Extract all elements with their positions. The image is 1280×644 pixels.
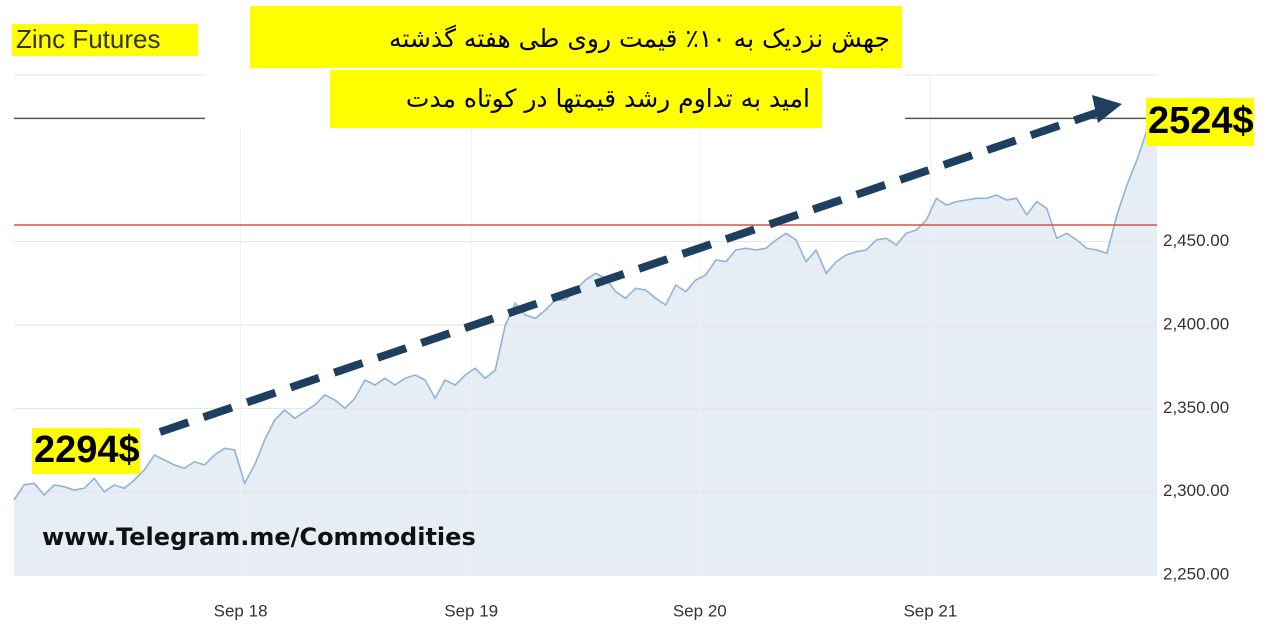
area bbox=[14, 116, 1157, 575]
y-tick-label: 2,400.00 bbox=[1163, 314, 1229, 333]
label-highlight bbox=[1146, 98, 1254, 146]
y-tick-label: 2,450.00 bbox=[1163, 231, 1229, 250]
end-label: 2524$ bbox=[1148, 100, 1254, 142]
x-tick-label: Sep 20 bbox=[673, 601, 727, 620]
x-tick-label: Sep 21 bbox=[903, 601, 957, 620]
y-tick-label: 2,300.00 bbox=[1163, 481, 1229, 500]
watermark: www.Telegram.me/Commodities bbox=[42, 523, 476, 551]
y-tick-label: 2,250.00 bbox=[1163, 564, 1229, 583]
trend-arrow bbox=[158, 106, 1107, 436]
headline-highlight bbox=[330, 70, 822, 128]
start-label: 2294$ bbox=[34, 429, 140, 471]
headline-highlight bbox=[250, 6, 902, 68]
title-highlight bbox=[12, 24, 198, 56]
y-tick-label: 2,350.00 bbox=[1163, 398, 1229, 417]
x-tick-label: Sep 19 bbox=[444, 601, 498, 620]
x-tick-label: Sep 18 bbox=[214, 601, 268, 620]
chart-title: Zinc Futures bbox=[16, 24, 161, 54]
line bbox=[13, 116, 1158, 501]
label-highlight bbox=[32, 428, 140, 474]
headline: جهش نزدیک به ۱۰٪ قیمت روی طی هفته گذشته bbox=[389, 24, 890, 54]
arrow-head bbox=[1092, 95, 1122, 123]
plot-area: 2,250.00 2,300.00 2,350.00 2,400.00 2,450.00… bbox=[13, 74, 1229, 620]
headline: امید به تداوم رشد قیمتها در کوتاه مدت bbox=[406, 84, 810, 114]
